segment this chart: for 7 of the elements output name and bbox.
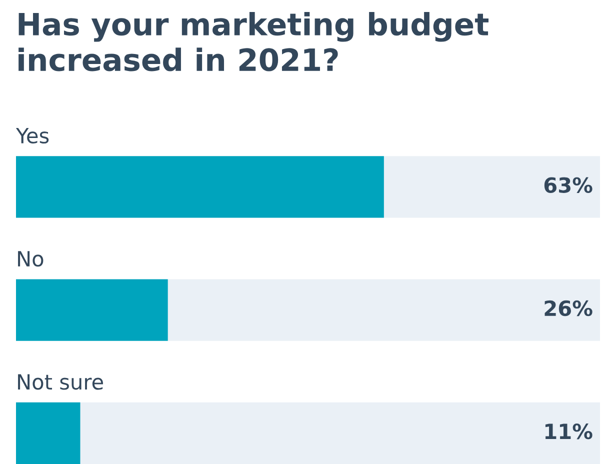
data-label: 26% xyxy=(544,300,592,316)
data-label: 11% xyxy=(545,424,592,440)
data-label: 63% xyxy=(544,177,592,193)
y-tick-label: Yes xyxy=(16,128,49,144)
chart-title: Has your marketing budget increased in 2021? xyxy=(18,12,488,72)
y-tick-label: No xyxy=(18,251,44,267)
y-tick-label: Not sure xyxy=(18,374,103,390)
